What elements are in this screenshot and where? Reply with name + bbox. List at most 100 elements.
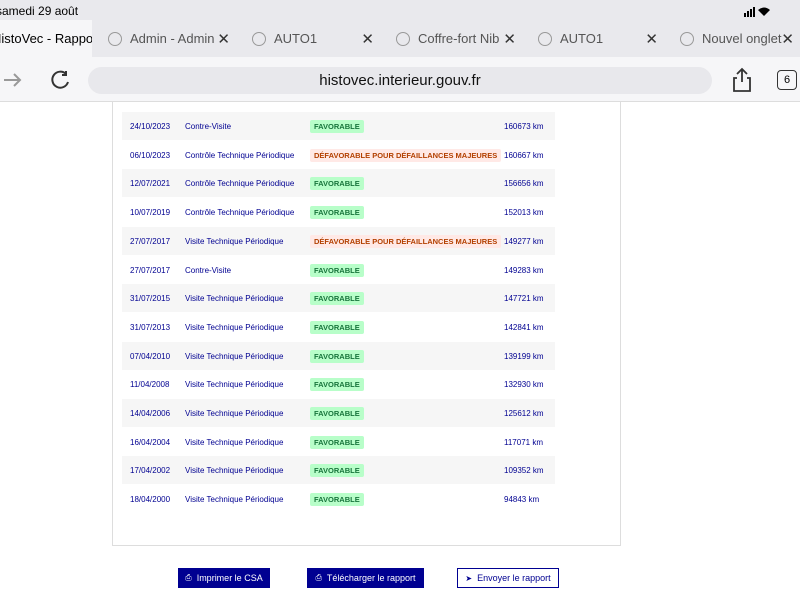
control-type: Visite Technique Périodique [185, 495, 284, 505]
button-icon: ➤ [465, 573, 473, 583]
nav-buttons[interactable] [0, 69, 80, 91]
date: 27/07/2017 [130, 265, 171, 275]
tab-close[interactable]: ✕ [217, 30, 230, 48]
tab-title: AUTO1 [560, 31, 604, 46]
table-row: 31/07/2013 Visite Technique Périodique FAV… [122, 313, 555, 341]
status-date: samedi 29 août [0, 4, 79, 18]
result-badge: FAVORABLE [310, 292, 364, 306]
tab-count[interactable]: 6 [777, 70, 797, 90]
control-type: Visite Technique Périodique [185, 466, 284, 476]
mileage: 125612 km [504, 409, 544, 418]
url-bar[interactable]: histovec.interieur.gouv.fr [88, 67, 712, 94]
mileage: 152013 km [504, 208, 544, 218]
tab-title: Coffre-fort Nib [418, 31, 500, 46]
tab-icon [680, 31, 694, 46]
date: 06/10/2023 [130, 150, 171, 160]
tab-close[interactable]: ✕ [645, 30, 658, 48]
tab-close[interactable]: ✕ [361, 30, 374, 48]
status-icons [744, 7, 770, 17]
table-row: 31/07/2015 Visite Technique Périodique FAV… [122, 284, 555, 313]
mileage: 147721 km [504, 294, 544, 304]
tab[interactable]: HistoVec - Rapport [0, 20, 92, 57]
mileage: 94843 km [504, 495, 540, 505]
date: 07/04/2010 [130, 351, 171, 361]
result-badge: FAVORABLE [310, 435, 364, 449]
tab-icon [538, 31, 552, 46]
date: 16/04/2004 [130, 437, 171, 447]
tab[interactable]: AUTO1 ✕ [240, 20, 380, 57]
button[interactable]: ⎙ Imprimer le CSA [178, 568, 270, 588]
table-row: 16/04/2004 Visite Technique Périodique FAV… [122, 428, 555, 456]
mileage: 109352 km [504, 466, 544, 476]
result-badge: FAVORABLE [310, 177, 364, 191]
control-type: Visite Technique Périodique [185, 380, 284, 390]
tab-icon [252, 31, 266, 46]
date: 12/07/2021 [130, 179, 171, 189]
mileage: 139199 km [504, 351, 544, 361]
mileage: 156656 km [504, 179, 544, 189]
table-row: 17/04/2002 Visite Technique Périodique FAV… [122, 456, 555, 485]
button-label: Envoyer le rapport [477, 573, 551, 583]
control-type: Visite Technique Périodique [185, 322, 284, 332]
mileage: 149283 km [504, 265, 544, 275]
result-badge: FAVORABLE [310, 464, 364, 478]
control-type: Visite Technique Périodique [185, 236, 284, 246]
tab-title: AUTO1 [274, 31, 318, 46]
button[interactable]: ⎙ Télécharger le rapport [307, 568, 424, 588]
date: 27/07/2017 [130, 236, 171, 246]
result-badge: FAVORABLE [310, 263, 364, 277]
result-badge: DÉFAVORABLE POUR DÉFAILLANCES MAJEURES [310, 148, 502, 162]
tab-close[interactable]: ✕ [503, 30, 516, 48]
result-badge: FAVORABLE [310, 320, 364, 334]
control-type: Visite Technique Périodique [185, 437, 284, 447]
tab-close[interactable]: ✕ [781, 30, 794, 48]
mileage: 160673 km [504, 122, 544, 131]
table-row: 27/07/2017 Visite Technique Périodique DÉF… [122, 226, 555, 255]
control-type: Contrôle Technique Périodique [185, 208, 295, 218]
button-icon: ⎙ [315, 573, 322, 582]
result-badge: FAVORABLE [310, 120, 364, 133]
table-row: 11/04/2008 Visite Technique Périodique FAV… [122, 370, 555, 398]
result-badge: FAVORABLE [310, 206, 364, 220]
tab[interactable]: AUTO1 ✕ [526, 20, 664, 57]
control-type: Contre-Visite [185, 265, 232, 275]
table-row: 12/07/2021 Contrôle Technique Périodique F… [122, 169, 555, 198]
tab-title: HistoVec - Rapport [0, 31, 92, 46]
control-type: Contre-Visite [185, 122, 232, 131]
table-row: 10/07/2019 Contrôle Technique Périodique F… [122, 198, 555, 226]
tab[interactable]: Coffre-fort Nib ✕ [384, 20, 522, 57]
table-row: 24/10/2023 Contre-Visite FAVORABLE 160673 k… [122, 112, 555, 140]
control-type: Visite Technique Périodique [185, 351, 284, 361]
tab[interactable]: Nouvel onglet ✕ [668, 20, 800, 57]
table-row: 27/07/2017 Contre-Visite FAVORABLE 149283 k… [122, 256, 555, 284]
report-card [112, 101, 621, 546]
table-row: 18/04/2000 Visite Technique Périodique FAV… [122, 485, 555, 513]
button[interactable]: ➤ Envoyer le rapport [457, 568, 559, 588]
control-type: Visite Technique Périodique [185, 294, 284, 304]
date: 10/07/2019 [130, 208, 171, 218]
date: 18/04/2000 [130, 495, 171, 505]
date: 31/07/2015 [130, 294, 171, 304]
tab-icon [396, 31, 410, 46]
tab-title: Admin - Admin [130, 31, 215, 46]
result-badge: FAVORABLE [310, 407, 364, 420]
date: 11/04/2008 [130, 380, 170, 390]
date: 24/10/2023 [130, 122, 171, 131]
mileage: 117071 km [504, 437, 543, 447]
button-icon: ⎙ [185, 573, 192, 582]
toolbar: histovec.interieur.gouv.fr 6 [0, 57, 800, 102]
mileage: 160667 km [504, 150, 544, 160]
table-row: 07/04/2010 Visite Technique Périodique FAV… [122, 341, 555, 370]
mileage: 149277 km [504, 236, 544, 246]
result-badge: FAVORABLE [310, 349, 364, 363]
tab-icon [108, 31, 122, 46]
status-bar: samedi 29 août [0, 0, 800, 22]
tab-title: Nouvel onglet [702, 31, 782, 46]
result-badge: DÉFAVORABLE POUR DÉFAILLANCES MAJEURES [310, 234, 502, 248]
share-button[interactable] [732, 67, 752, 93]
control-type: Contrôle Technique Périodique [185, 179, 295, 189]
tab[interactable]: Admin - Admin ✕ [96, 20, 236, 57]
result-badge: FAVORABLE [310, 493, 364, 507]
